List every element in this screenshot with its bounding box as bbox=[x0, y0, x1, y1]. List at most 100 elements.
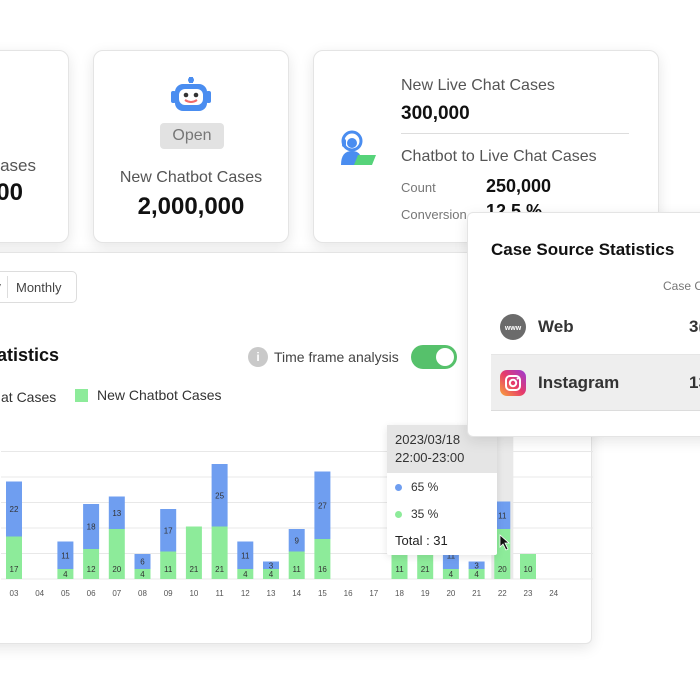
x-tick-label: 12 bbox=[241, 589, 250, 598]
live-chat-title: New Live Chat Cases bbox=[401, 77, 555, 94]
bar-segment-chatbot bbox=[391, 551, 408, 579]
tooltip-total: Total : 31 bbox=[395, 533, 448, 548]
bar-segment-chatbot bbox=[160, 551, 177, 579]
x-tick-label: 04 bbox=[35, 589, 44, 598]
x-tick-label: 15 bbox=[318, 589, 327, 598]
x-tick-label: 11 bbox=[215, 589, 224, 598]
chart-tooltip: 2023/03/18 22:00-23:00 65 % 35 % Total :… bbox=[387, 425, 497, 555]
data-label: 18 bbox=[87, 523, 96, 532]
data-label: 11 bbox=[498, 511, 507, 520]
bar-segment-live-chat bbox=[6, 481, 22, 537]
bar-segment-live-chat bbox=[211, 464, 228, 527]
x-tick-label: 08 bbox=[138, 589, 147, 598]
legend-item-live-chat: at Cases bbox=[1, 389, 57, 405]
count-value: 250,000 bbox=[486, 176, 552, 196]
tooltip-row-green: 35 % bbox=[395, 507, 438, 521]
data-label: 13 bbox=[112, 509, 121, 518]
panel-title: Case Source Statistics bbox=[491, 240, 675, 259]
legend-label: New Chatbot Cases bbox=[97, 387, 222, 403]
x-tick-label: 17 bbox=[369, 589, 378, 598]
data-label: 3 bbox=[474, 561, 479, 570]
bar-segment-chatbot bbox=[83, 549, 100, 579]
bar-segment-live-chat bbox=[468, 561, 485, 569]
bar-segment-chatbot bbox=[468, 569, 485, 579]
live-chat-cases-card: New Live Chat Cases 300,000 Chatbot to L… bbox=[313, 50, 659, 243]
data-label: 4 bbox=[140, 570, 145, 579]
data-label: 12 bbox=[87, 565, 96, 574]
bar-segment-chatbot bbox=[185, 526, 202, 579]
bar-segment-chatbot bbox=[520, 554, 536, 579]
data-label: 27 bbox=[318, 501, 327, 510]
data-label: 25 bbox=[215, 491, 224, 500]
robot-icon bbox=[171, 77, 211, 111]
count-label: Count bbox=[401, 180, 436, 195]
tooltip-date: 2023/03/18 bbox=[395, 432, 461, 447]
conversion-label: Conversion bbox=[401, 207, 467, 222]
bar-segment-chatbot bbox=[442, 569, 459, 579]
tab-period-partial[interactable]: y bbox=[0, 276, 8, 298]
x-tick-label: 24 bbox=[549, 589, 558, 598]
chatbot-cases-card: Open New Chatbot Cases 2,000,000 bbox=[93, 50, 289, 243]
tooltip-row-blue: 65 % bbox=[395, 480, 438, 494]
card-value: 2,000,000 bbox=[137, 193, 245, 220]
card-title: New Chatbot Cases bbox=[119, 169, 263, 186]
source-row-web[interactable]: www Web 3( bbox=[491, 299, 700, 355]
www-icon: www bbox=[500, 313, 526, 340]
x-tick-label: 16 bbox=[344, 589, 353, 598]
bar-segment-chatbot bbox=[108, 529, 125, 579]
column-header: Case C bbox=[663, 279, 700, 293]
data-label: 11 bbox=[447, 551, 456, 560]
data-label: 11 bbox=[164, 565, 173, 574]
data-label: 3 bbox=[269, 561, 274, 570]
green-dot-icon bbox=[395, 510, 402, 518]
data-label: 4 bbox=[63, 570, 68, 579]
data-label: 11 bbox=[61, 551, 70, 560]
data-label: 4 bbox=[243, 570, 248, 579]
bar-segment-chatbot bbox=[288, 551, 305, 579]
card-title: ases bbox=[0, 156, 36, 175]
legend-item-chatbot: New Chatbot Cases bbox=[75, 387, 222, 403]
bar-segment-chatbot bbox=[211, 526, 228, 579]
blue-dot-icon bbox=[395, 483, 402, 491]
x-tick-label: 20 bbox=[446, 589, 455, 598]
x-tick-label: 18 bbox=[395, 589, 404, 598]
source-row-instagram[interactable]: Instagram 13 bbox=[491, 355, 700, 411]
toggle-knob bbox=[435, 348, 454, 366]
bar-segment-live-chat bbox=[288, 529, 305, 552]
bar-segment-live-chat bbox=[494, 501, 511, 529]
x-tick-label: 09 bbox=[164, 589, 173, 598]
info-icon[interactable]: i bbox=[248, 347, 268, 367]
data-label: 20 bbox=[112, 565, 121, 574]
cursor-icon bbox=[499, 534, 511, 551]
legend-swatch bbox=[75, 388, 88, 402]
bar-segment-live-chat bbox=[57, 541, 74, 569]
stacked-bar-chart: 17 22 03 04 4 11 05 12 18 06 20 13 07 4 6 08 11 17 09 21 10 2… bbox=[1, 421, 593, 598]
data-label: 9 bbox=[294, 536, 299, 545]
period-tabs: y Monthly bbox=[0, 271, 77, 303]
case-source-panel: Case Source Statistics Case C www Web 3(… bbox=[467, 212, 700, 437]
bar-segment-chatbot bbox=[314, 539, 331, 579]
data-label: 21 bbox=[189, 565, 198, 574]
source-count: 13 bbox=[689, 372, 700, 392]
data-label: 16 bbox=[318, 565, 327, 574]
data-label: 11 bbox=[395, 565, 404, 574]
x-tick-label: 07 bbox=[112, 589, 121, 598]
data-label: 4 bbox=[474, 570, 479, 579]
time-frame-analysis: i Time frame analysis bbox=[248, 345, 457, 369]
agent-icon bbox=[341, 130, 376, 165]
bar-segment-live-chat bbox=[160, 509, 177, 552]
bar-segment-live-chat bbox=[83, 504, 100, 549]
bar-segment-chatbot bbox=[237, 569, 254, 579]
data-label: 17 bbox=[164, 526, 173, 535]
bar-segment-chatbot bbox=[6, 536, 22, 579]
tooltip-time: 22:00-23:00 bbox=[395, 450, 465, 465]
card-value: 00 bbox=[0, 179, 23, 206]
x-tick-label: 21 bbox=[472, 589, 481, 598]
x-tick-label: 03 bbox=[10, 589, 19, 598]
time-frame-toggle[interactable] bbox=[410, 345, 457, 369]
source-name: Instagram bbox=[538, 372, 620, 392]
tooltip-pct-green: 35 % bbox=[411, 507, 439, 521]
bar-segment-live-chat bbox=[314, 471, 331, 539]
tab-monthly[interactable]: Monthly bbox=[16, 279, 62, 295]
status-badge: Open bbox=[160, 123, 224, 149]
